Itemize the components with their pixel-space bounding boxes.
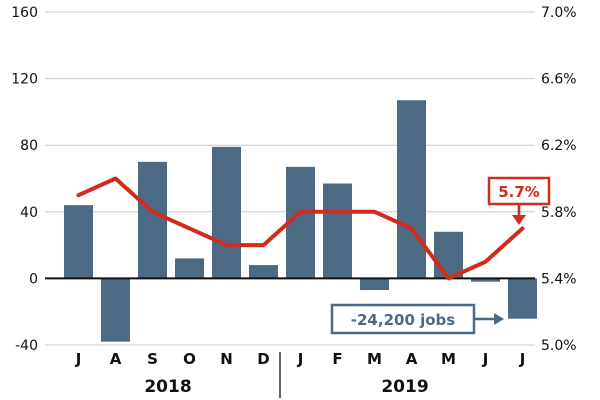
year-label-2018: 2018 xyxy=(144,377,191,397)
left-tick-label: 160 xyxy=(11,5,38,21)
month-label: M xyxy=(441,350,456,368)
right-tick-label: 5.8% xyxy=(541,205,577,221)
left-tick-label: 40 xyxy=(20,205,38,221)
bar xyxy=(360,278,389,291)
bar xyxy=(101,278,130,342)
jobs-arrowhead-icon xyxy=(494,313,504,325)
bar xyxy=(138,161,167,279)
left-tick-label: -40 xyxy=(15,338,38,354)
right-tick-label: 7.0% xyxy=(541,5,577,21)
month-label: S xyxy=(147,350,158,368)
bar xyxy=(175,258,204,279)
jobs-annotation: -24,200 jobs xyxy=(330,303,504,335)
right-tick-label: 5.4% xyxy=(541,271,577,287)
rate-annotation: 5.7% xyxy=(487,176,551,225)
unemployment-rate-line xyxy=(76,176,525,281)
left-tick-label: 0 xyxy=(29,271,38,287)
right-tick-label: 6.2% xyxy=(541,138,577,154)
month-label: A xyxy=(110,350,122,368)
bar xyxy=(508,278,537,319)
bar xyxy=(249,265,278,279)
bar xyxy=(397,100,426,279)
bar xyxy=(323,183,352,279)
right-tick-label: 5.0% xyxy=(541,338,577,354)
jobs-annotation-box xyxy=(330,303,476,335)
month-label: M xyxy=(367,350,382,368)
month-label: J xyxy=(75,350,82,368)
bar xyxy=(471,278,500,282)
month-label: J xyxy=(297,350,304,368)
month-label: A xyxy=(406,350,418,368)
right-tick-label: 6.6% xyxy=(541,72,577,88)
bar xyxy=(64,205,93,279)
month-label: N xyxy=(220,350,233,368)
month-label: J xyxy=(519,350,526,368)
year-label-2019: 2019 xyxy=(381,377,428,397)
bar xyxy=(434,231,463,279)
left-tick-label: 120 xyxy=(11,72,38,88)
bar xyxy=(212,146,241,279)
bar-series xyxy=(64,100,537,342)
month-label: O xyxy=(183,350,196,368)
jobs-annotation-text: -24,200 jobs xyxy=(351,311,456,329)
line-series xyxy=(76,176,525,281)
left-tick-label: 80 xyxy=(20,138,38,154)
rate-arrowhead-icon xyxy=(512,215,526,225)
rate-annotation-box xyxy=(487,176,551,206)
left-axis-ticks: 160 120 80 40 0 -40 xyxy=(11,5,38,354)
month-label: J xyxy=(482,350,489,368)
right-axis-ticks: 7.0% 6.6% 6.2% 5.8% 5.4% 5.0% xyxy=(541,5,577,354)
month-label: D xyxy=(257,350,269,368)
rate-annotation-text: 5.7% xyxy=(498,183,540,201)
month-label: F xyxy=(332,350,342,368)
